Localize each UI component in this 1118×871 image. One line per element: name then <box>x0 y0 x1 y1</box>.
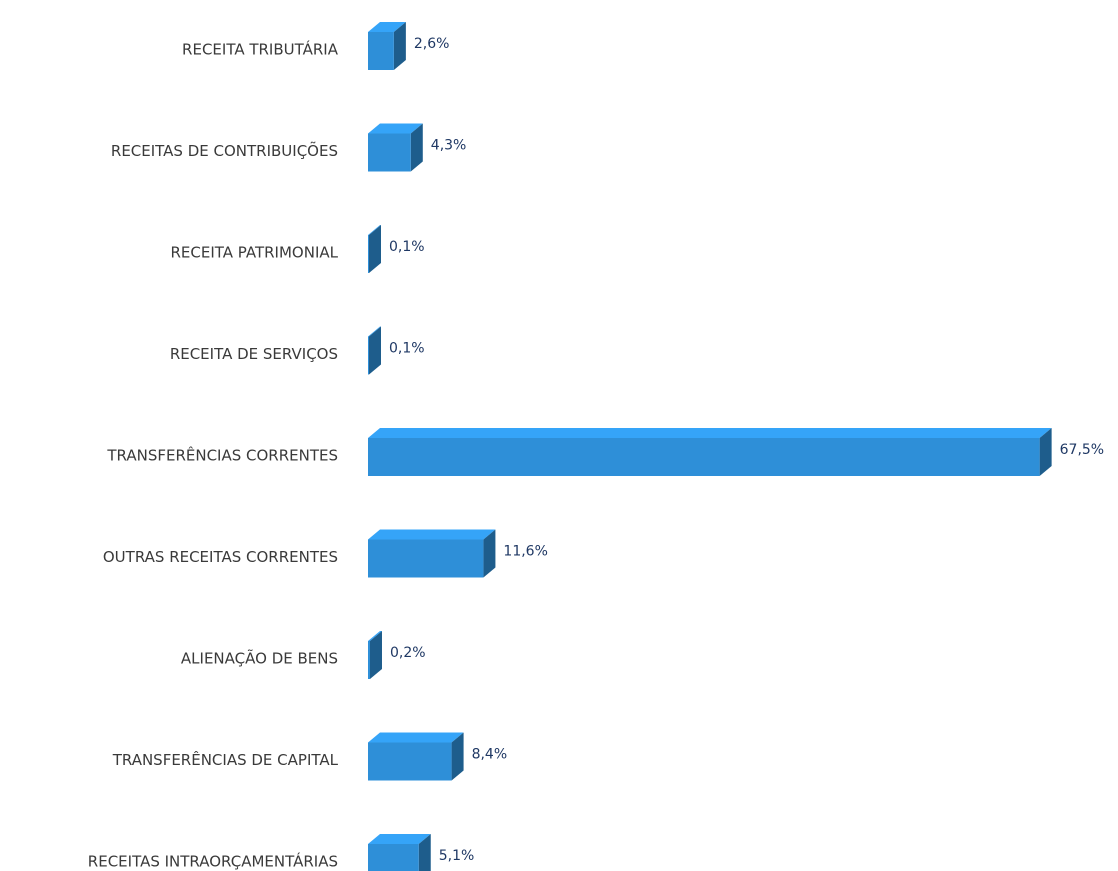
value-label: 5,1% <box>439 848 475 864</box>
bar-side <box>369 631 382 679</box>
bar <box>368 336 369 375</box>
bar-top <box>368 631 382 641</box>
bar-side <box>451 732 464 781</box>
value-label: 0,2% <box>390 645 426 661</box>
category-label: RECEITA TRIBUTÁRIA <box>182 40 339 59</box>
bar-top <box>368 326 381 337</box>
bar-top <box>368 123 423 134</box>
bar-side <box>369 326 381 375</box>
bar <box>368 539 484 578</box>
category-label: TRANSFERÊNCIAS CORRENTES <box>106 446 338 465</box>
category-label: RECEITAS INTRAORÇAMENTÁRIAS <box>88 852 338 871</box>
bar-top <box>368 225 381 235</box>
bar-top <box>368 529 496 540</box>
bar <box>368 235 369 273</box>
category-label: OUTRAS RECEITAS CORRENTES <box>103 548 338 566</box>
category-label: RECEITAS DE CONTRIBUIÇÕES <box>111 141 338 160</box>
category-label: RECEITA PATRIMONIAL <box>170 244 338 262</box>
category-label: ALIENAÇÃO DE BENS <box>181 649 338 668</box>
value-label: 67,5% <box>1060 442 1104 458</box>
bar-side <box>483 529 496 578</box>
bar-top <box>368 22 406 32</box>
value-label: 11,6% <box>503 544 547 560</box>
bar-side <box>410 123 423 172</box>
bar <box>368 742 452 781</box>
category-label: TRANSFERÊNCIAS DE CAPITAL <box>112 750 339 769</box>
bar-top <box>368 834 431 844</box>
value-label: 8,4% <box>472 747 508 763</box>
bar <box>368 438 1040 476</box>
bar-side <box>369 225 381 273</box>
bar <box>368 133 411 172</box>
bar-top <box>368 732 464 743</box>
value-label: 2,6% <box>414 36 450 52</box>
value-label: 4,3% <box>431 138 467 154</box>
bar <box>368 32 394 70</box>
bar <box>368 844 419 871</box>
category-label: RECEITA DE SERVIÇOS <box>170 345 338 363</box>
value-label: 0,1% <box>389 239 425 255</box>
bar-side <box>393 22 406 70</box>
value-label: 0,1% <box>389 341 425 357</box>
bar-side <box>418 834 431 871</box>
bar <box>368 641 370 679</box>
bar-side <box>1039 428 1052 476</box>
bar-top <box>368 428 1052 438</box>
